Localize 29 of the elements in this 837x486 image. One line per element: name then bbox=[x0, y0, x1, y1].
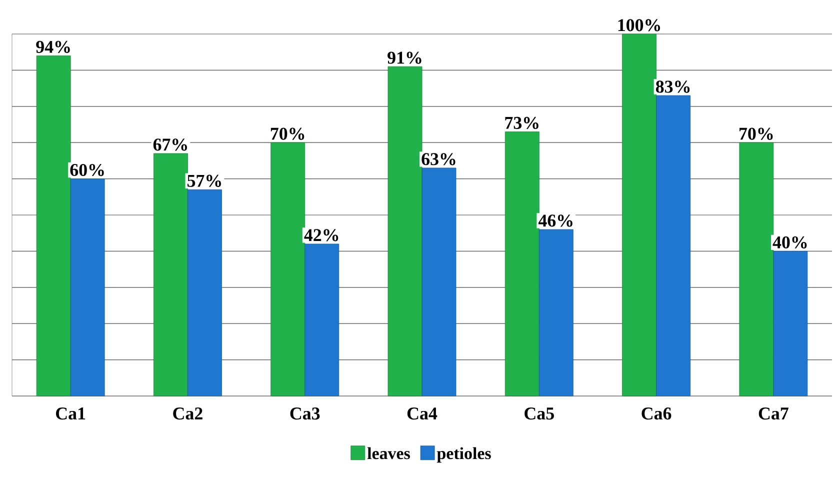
x-tick-label: Ca7 bbox=[758, 408, 788, 420]
bar bbox=[154, 153, 188, 396]
data-label: 70% bbox=[740, 128, 773, 140]
data-label: 100% bbox=[618, 19, 660, 32]
bar bbox=[304, 244, 340, 396]
data-label: 60% bbox=[70, 164, 104, 176]
data-label: 94% bbox=[36, 40, 70, 54]
data-label: 70% bbox=[270, 128, 304, 140]
bar bbox=[422, 168, 456, 396]
x-tick-label: Ca1 bbox=[56, 408, 86, 420]
bar bbox=[656, 95, 690, 396]
data-label: 91% bbox=[388, 52, 422, 64]
x-tick-label: Ca2 bbox=[173, 408, 202, 420]
data-label: 67% bbox=[153, 138, 187, 151]
data-label: 46% bbox=[538, 214, 572, 227]
bar bbox=[773, 251, 808, 396]
data-label: 42% bbox=[304, 229, 338, 242]
legend-label: petioles bbox=[436, 447, 491, 463]
data-label: 40% bbox=[772, 236, 807, 248]
data-label: 83% bbox=[656, 80, 690, 93]
data-label: 57% bbox=[188, 174, 221, 187]
x-tick-label: Ca3 bbox=[290, 408, 320, 420]
data-label: 63% bbox=[422, 153, 456, 166]
x-tick-label: Ca5 bbox=[524, 408, 554, 420]
x-tick-label: Ca6 bbox=[642, 408, 672, 420]
bar bbox=[70, 178, 105, 396]
legend-label: leaves bbox=[367, 447, 410, 460]
x-tick-label: Ca4 bbox=[407, 408, 438, 420]
data-label: 73% bbox=[505, 116, 538, 130]
